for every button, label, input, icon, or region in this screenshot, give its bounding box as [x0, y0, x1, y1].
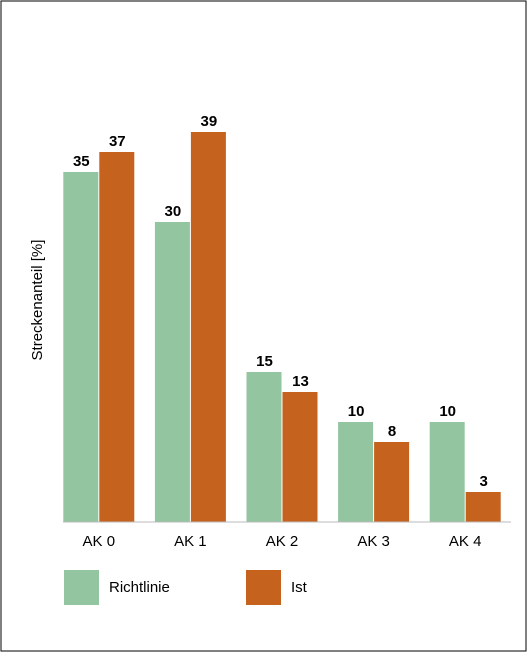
- data-label: 35: [73, 153, 90, 170]
- data-label: 3: [480, 473, 488, 490]
- x-tick-label: AK 3: [357, 533, 390, 550]
- data-label: 13: [292, 373, 309, 390]
- bar: [63, 172, 99, 522]
- legend-swatch: [64, 570, 99, 605]
- y-axis-label: Streckenanteil [%]: [29, 240, 46, 361]
- bar: [374, 442, 410, 522]
- legend-swatch: [246, 570, 281, 605]
- data-label: 10: [439, 403, 456, 420]
- x-tick-label: AK 4: [449, 533, 482, 550]
- bar: [99, 152, 135, 522]
- bar: [154, 222, 190, 522]
- bar: [190, 132, 226, 522]
- x-tick-label: AK 2: [266, 533, 299, 550]
- data-label: 30: [165, 203, 182, 220]
- data-label: 39: [201, 113, 218, 130]
- data-label: 8: [388, 423, 396, 440]
- legend-label: Ist: [291, 579, 308, 596]
- x-tick-label: AK 0: [83, 533, 116, 550]
- bar: [465, 492, 501, 522]
- bar: [338, 422, 374, 522]
- bar: [282, 392, 318, 522]
- data-label: 10: [348, 403, 365, 420]
- data-label: 37: [109, 133, 126, 150]
- bar: [246, 372, 282, 522]
- bar: [429, 422, 465, 522]
- x-tick-label: AK 1: [174, 533, 207, 550]
- data-label: 15: [256, 353, 273, 370]
- legend-label: Richtlinie: [109, 579, 170, 596]
